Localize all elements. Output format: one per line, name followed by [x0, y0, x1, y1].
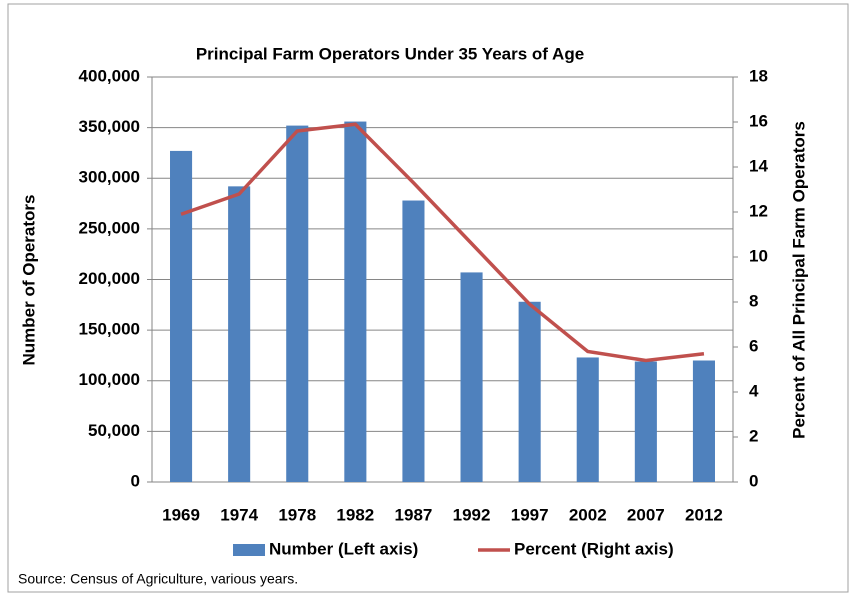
legend-label: Percent (Right axis): [514, 539, 674, 558]
y2-tick-label: 2: [749, 426, 758, 445]
y-tick-label: 250,000: [79, 218, 140, 237]
x-tick-label: 2007: [627, 505, 665, 524]
y-tick-label: 150,000: [79, 320, 140, 339]
y-tick-label: 200,000: [79, 269, 140, 288]
x-tick-label: 1997: [511, 505, 549, 524]
chart-frame: [8, 4, 848, 592]
x-tick-label: 2012: [685, 505, 723, 524]
chart: Principal Farm Operators Under 35 Years …: [0, 0, 850, 595]
y2-axis-label: Percent of All Principal Farm Operators: [789, 121, 808, 439]
y-tick-label: 0: [131, 471, 140, 490]
y-tick-label: 400,000: [79, 66, 140, 85]
legend-swatch: [233, 544, 265, 556]
x-tick-label: 1974: [220, 505, 258, 524]
y-tick-label: 50,000: [88, 421, 140, 440]
bar: [402, 201, 424, 482]
bar: [635, 362, 657, 482]
legend-label: Number (Left axis): [269, 539, 418, 558]
bar: [577, 357, 599, 482]
y2-tick-label: 16: [749, 111, 768, 130]
y2-tick-label: 18: [749, 66, 768, 85]
bar: [693, 361, 715, 483]
y2-tick-label: 14: [749, 156, 768, 175]
y-axis-label: Number of Operators: [19, 195, 38, 366]
x-tick-label: 1987: [395, 505, 433, 524]
y-tick-label: 100,000: [79, 370, 140, 389]
bar: [461, 272, 483, 482]
y2-tick-label: 12: [749, 201, 768, 220]
y-tick-label: 350,000: [79, 117, 140, 136]
chart-title: Principal Farm Operators Under 35 Years …: [196, 44, 584, 63]
source-note: Source: Census of Agriculture, various y…: [18, 571, 298, 587]
x-tick-label: 1969: [162, 505, 200, 524]
bar: [228, 186, 250, 482]
x-tick-label: 1992: [453, 505, 491, 524]
x-tick-label: 1978: [278, 505, 316, 524]
y-tick-label: 300,000: [79, 168, 140, 187]
bar: [519, 302, 541, 482]
y2-tick-label: 6: [749, 336, 758, 355]
y2-tick-label: 10: [749, 246, 768, 265]
x-tick-label: 2002: [569, 505, 607, 524]
y2-tick-label: 8: [749, 291, 758, 310]
y2-tick-label: 4: [749, 381, 759, 400]
bar: [170, 151, 192, 482]
bar: [286, 126, 308, 482]
y2-tick-label: 0: [749, 471, 758, 490]
bar: [344, 122, 366, 482]
x-tick-label: 1982: [336, 505, 374, 524]
